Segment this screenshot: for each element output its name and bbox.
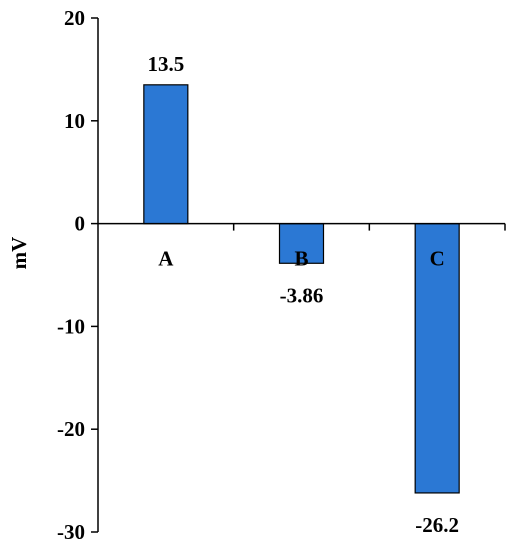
data-label-B: -3.86	[280, 283, 324, 307]
y-axis-title: mV	[7, 237, 31, 270]
data-label-A: 13.5	[147, 52, 184, 76]
bar-B	[278, 223, 325, 264]
data-labels-group: 13.5 -3.86 -26.2	[147, 52, 459, 537]
category-label-C: C	[430, 247, 445, 271]
y-axis: 20 10 0 -10 -20 -30	[57, 6, 99, 544]
y-tick-label: -30	[57, 520, 85, 544]
y-tick-label: -20	[57, 417, 85, 441]
y-tick-label: -10	[57, 314, 85, 338]
x-axis: A B C	[98, 222, 506, 271]
bar-A	[143, 84, 189, 225]
y-tick-label: 10	[64, 109, 85, 133]
category-label-B: B	[294, 247, 308, 271]
data-label-C: -26.2	[415, 513, 459, 537]
y-tick-label: 20	[64, 6, 85, 30]
category-label-A: A	[158, 247, 174, 271]
y-tick-label: 0	[75, 212, 86, 236]
